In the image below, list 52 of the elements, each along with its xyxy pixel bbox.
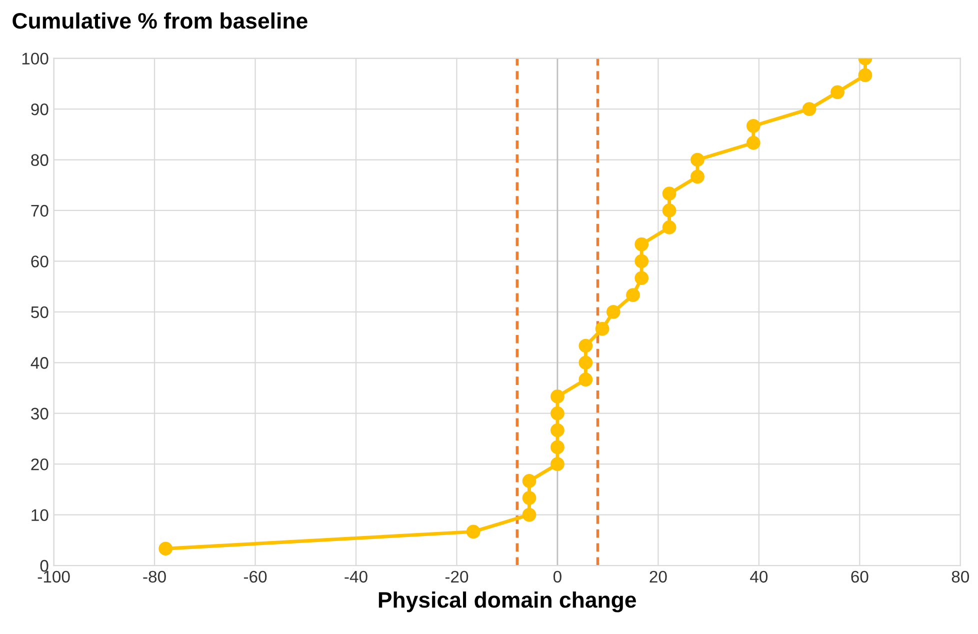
y-tick-label: 40 xyxy=(30,357,48,369)
point xyxy=(634,254,649,268)
point xyxy=(595,322,610,336)
x-tick-label: 60 xyxy=(851,570,868,583)
y-tick-label: 70 xyxy=(31,204,48,217)
point xyxy=(550,423,564,438)
point xyxy=(550,390,564,404)
point xyxy=(662,204,676,218)
point xyxy=(626,288,640,302)
y-tick-label: 80 xyxy=(31,154,48,166)
point xyxy=(746,136,760,150)
point xyxy=(578,372,593,386)
point xyxy=(550,440,564,454)
x-tick-label: 0 xyxy=(553,570,562,583)
point xyxy=(634,271,649,286)
point xyxy=(522,474,536,488)
y-tick-label: 10 xyxy=(32,509,48,522)
point xyxy=(662,186,676,201)
point xyxy=(158,542,173,556)
point xyxy=(466,524,480,539)
point xyxy=(606,304,620,319)
x-tick-label: -20 xyxy=(445,570,468,583)
point xyxy=(746,118,760,133)
y-tick-label: 90 xyxy=(31,103,48,116)
x-tick-label: 40 xyxy=(750,570,768,583)
y-tick-label: 0 xyxy=(40,560,48,572)
x-tick-label: -100 xyxy=(38,570,70,583)
x-tick-label: -80 xyxy=(143,570,166,583)
y-tick-label: 100 xyxy=(22,52,48,65)
point xyxy=(858,68,872,82)
y-tick-label: 20 xyxy=(31,458,48,470)
y-tick-label: 30 xyxy=(31,408,48,420)
x-tick-label: -60 xyxy=(244,570,267,583)
point xyxy=(690,170,704,184)
point xyxy=(830,85,844,100)
x-tick-label: 80 xyxy=(952,570,970,583)
y-tick-label: 60 xyxy=(31,256,48,268)
x-tick-label: -40 xyxy=(344,570,368,583)
point xyxy=(802,102,816,116)
point xyxy=(578,338,593,353)
chart-title: Cumulative % from baseline xyxy=(12,12,308,29)
point xyxy=(662,220,676,234)
point xyxy=(550,457,564,472)
y-tick-label: 50 xyxy=(31,306,48,318)
point xyxy=(550,406,564,420)
x-tick-label: 20 xyxy=(650,570,667,583)
point xyxy=(634,237,649,252)
point xyxy=(522,508,536,522)
point xyxy=(522,490,536,505)
point xyxy=(578,356,593,370)
x-axis-title: Physical domain change xyxy=(378,591,636,612)
point xyxy=(690,152,704,167)
